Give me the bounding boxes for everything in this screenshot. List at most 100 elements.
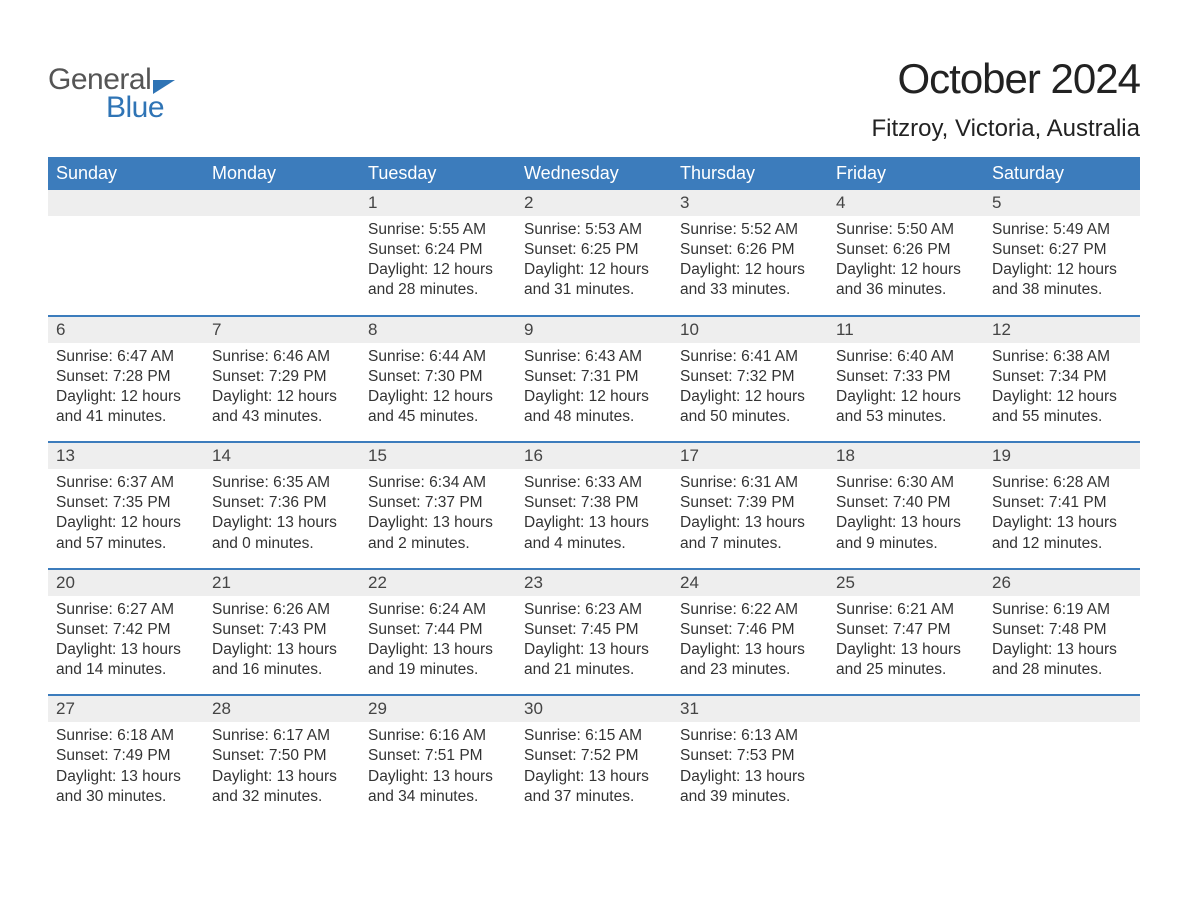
day-number: 26 <box>984 570 1140 596</box>
day-body: Sunrise: 6:16 AMSunset: 7:51 PMDaylight:… <box>360 722 516 821</box>
day-body: Sunrise: 5:53 AMSunset: 6:25 PMDaylight:… <box>516 216 672 315</box>
day-number: 20 <box>48 570 204 596</box>
weekday-header-cell: Thursday <box>672 157 828 190</box>
day-body <box>984 722 1140 740</box>
sunset-text: Sunset: 7:44 PM <box>368 620 508 640</box>
day-body: Sunrise: 6:46 AMSunset: 7:29 PMDaylight:… <box>204 343 360 442</box>
day-cell: 31Sunrise: 6:13 AMSunset: 7:53 PMDayligh… <box>672 696 828 821</box>
sunset-text: Sunset: 6:24 PM <box>368 240 508 260</box>
day-number: 30 <box>516 696 672 722</box>
day-number: 16 <box>516 443 672 469</box>
sunset-text: Sunset: 7:35 PM <box>56 493 196 513</box>
day-body <box>48 216 204 234</box>
day-cell: 15Sunrise: 6:34 AMSunset: 7:37 PMDayligh… <box>360 443 516 568</box>
week-row: 27Sunrise: 6:18 AMSunset: 7:49 PMDayligh… <box>48 694 1140 821</box>
sunset-text: Sunset: 7:46 PM <box>680 620 820 640</box>
sunset-text: Sunset: 7:42 PM <box>56 620 196 640</box>
sunset-text: Sunset: 7:34 PM <box>992 367 1132 387</box>
day-body: Sunrise: 6:24 AMSunset: 7:44 PMDaylight:… <box>360 596 516 695</box>
daylight-text: Daylight: 13 hours and 39 minutes. <box>680 767 820 807</box>
daylight-text: Daylight: 12 hours and 53 minutes. <box>836 387 976 427</box>
day-number <box>204 190 360 216</box>
daylight-text: Daylight: 12 hours and 38 minutes. <box>992 260 1132 300</box>
day-body: Sunrise: 6:43 AMSunset: 7:31 PMDaylight:… <box>516 343 672 442</box>
sunset-text: Sunset: 6:27 PM <box>992 240 1132 260</box>
daylight-text: Daylight: 13 hours and 4 minutes. <box>524 513 664 553</box>
daylight-text: Daylight: 13 hours and 28 minutes. <box>992 640 1132 680</box>
day-number: 4 <box>828 190 984 216</box>
day-body: Sunrise: 6:37 AMSunset: 7:35 PMDaylight:… <box>48 469 204 568</box>
day-cell: 30Sunrise: 6:15 AMSunset: 7:52 PMDayligh… <box>516 696 672 821</box>
sunrise-text: Sunrise: 6:44 AM <box>368 347 508 367</box>
sunset-text: Sunset: 7:50 PM <box>212 746 352 766</box>
header: General Blue October 2024 Fitzroy, Victo… <box>48 55 1140 143</box>
calendar-grid: SundayMondayTuesdayWednesdayThursdayFrid… <box>48 157 1140 821</box>
day-number: 27 <box>48 696 204 722</box>
sunrise-text: Sunrise: 6:38 AM <box>992 347 1132 367</box>
day-body: Sunrise: 6:18 AMSunset: 7:49 PMDaylight:… <box>48 722 204 821</box>
day-body: Sunrise: 5:49 AMSunset: 6:27 PMDaylight:… <box>984 216 1140 315</box>
day-cell: 8Sunrise: 6:44 AMSunset: 7:30 PMDaylight… <box>360 317 516 442</box>
day-number: 13 <box>48 443 204 469</box>
daylight-text: Daylight: 13 hours and 2 minutes. <box>368 513 508 553</box>
daylight-text: Daylight: 13 hours and 25 minutes. <box>836 640 976 680</box>
day-body: Sunrise: 5:52 AMSunset: 6:26 PMDaylight:… <box>672 216 828 315</box>
daylight-text: Daylight: 12 hours and 36 minutes. <box>836 260 976 300</box>
daylight-text: Daylight: 13 hours and 30 minutes. <box>56 767 196 807</box>
day-cell: 9Sunrise: 6:43 AMSunset: 7:31 PMDaylight… <box>516 317 672 442</box>
day-cell: 29Sunrise: 6:16 AMSunset: 7:51 PMDayligh… <box>360 696 516 821</box>
day-number: 25 <box>828 570 984 596</box>
day-number: 17 <box>672 443 828 469</box>
day-body: Sunrise: 6:23 AMSunset: 7:45 PMDaylight:… <box>516 596 672 695</box>
day-cell <box>828 696 984 821</box>
day-cell: 17Sunrise: 6:31 AMSunset: 7:39 PMDayligh… <box>672 443 828 568</box>
day-number: 22 <box>360 570 516 596</box>
sunrise-text: Sunrise: 6:18 AM <box>56 726 196 746</box>
day-cell <box>48 190 204 315</box>
daylight-text: Daylight: 12 hours and 55 minutes. <box>992 387 1132 427</box>
day-number: 11 <box>828 317 984 343</box>
sunset-text: Sunset: 7:30 PM <box>368 367 508 387</box>
month-title: October 2024 <box>871 55 1140 103</box>
sunset-text: Sunset: 7:31 PM <box>524 367 664 387</box>
sunrise-text: Sunrise: 6:23 AM <box>524 600 664 620</box>
sunset-text: Sunset: 7:43 PM <box>212 620 352 640</box>
daylight-text: Daylight: 13 hours and 23 minutes. <box>680 640 820 680</box>
day-number: 29 <box>360 696 516 722</box>
sunrise-text: Sunrise: 6:30 AM <box>836 473 976 493</box>
day-body: Sunrise: 6:33 AMSunset: 7:38 PMDaylight:… <box>516 469 672 568</box>
day-body: Sunrise: 6:15 AMSunset: 7:52 PMDaylight:… <box>516 722 672 821</box>
sunset-text: Sunset: 7:47 PM <box>836 620 976 640</box>
sunrise-text: Sunrise: 5:52 AM <box>680 220 820 240</box>
sunrise-text: Sunrise: 6:46 AM <box>212 347 352 367</box>
day-number: 12 <box>984 317 1140 343</box>
day-body: Sunrise: 6:38 AMSunset: 7:34 PMDaylight:… <box>984 343 1140 442</box>
day-number: 23 <box>516 570 672 596</box>
daylight-text: Daylight: 13 hours and 0 minutes. <box>212 513 352 553</box>
day-cell: 6Sunrise: 6:47 AMSunset: 7:28 PMDaylight… <box>48 317 204 442</box>
day-cell: 12Sunrise: 6:38 AMSunset: 7:34 PMDayligh… <box>984 317 1140 442</box>
sunset-text: Sunset: 7:32 PM <box>680 367 820 387</box>
weekday-header-cell: Friday <box>828 157 984 190</box>
brand-logo: General Blue <box>48 63 175 125</box>
sunset-text: Sunset: 7:51 PM <box>368 746 508 766</box>
day-body <box>204 216 360 234</box>
day-number <box>828 696 984 722</box>
day-cell: 16Sunrise: 6:33 AMSunset: 7:38 PMDayligh… <box>516 443 672 568</box>
day-number: 9 <box>516 317 672 343</box>
daylight-text: Daylight: 12 hours and 48 minutes. <box>524 387 664 427</box>
daylight-text: Daylight: 13 hours and 21 minutes. <box>524 640 664 680</box>
day-cell: 4Sunrise: 5:50 AMSunset: 6:26 PMDaylight… <box>828 190 984 315</box>
sunrise-text: Sunrise: 6:28 AM <box>992 473 1132 493</box>
sunrise-text: Sunrise: 5:50 AM <box>836 220 976 240</box>
sunrise-text: Sunrise: 6:22 AM <box>680 600 820 620</box>
day-body: Sunrise: 5:55 AMSunset: 6:24 PMDaylight:… <box>360 216 516 315</box>
sunrise-text: Sunrise: 6:35 AM <box>212 473 352 493</box>
daylight-text: Daylight: 12 hours and 41 minutes. <box>56 387 196 427</box>
day-body: Sunrise: 6:28 AMSunset: 7:41 PMDaylight:… <box>984 469 1140 568</box>
sunrise-text: Sunrise: 6:34 AM <box>368 473 508 493</box>
day-number: 7 <box>204 317 360 343</box>
day-body: Sunrise: 6:44 AMSunset: 7:30 PMDaylight:… <box>360 343 516 442</box>
daylight-text: Daylight: 13 hours and 14 minutes. <box>56 640 196 680</box>
sunrise-text: Sunrise: 6:37 AM <box>56 473 196 493</box>
